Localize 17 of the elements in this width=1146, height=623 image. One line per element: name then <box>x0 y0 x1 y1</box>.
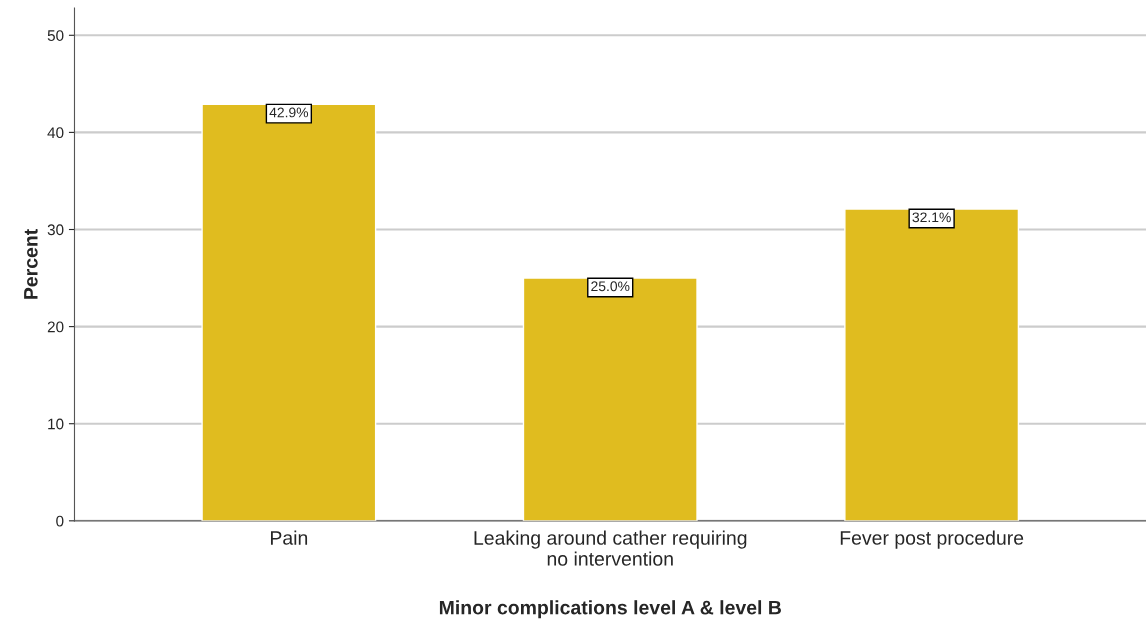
data-label: 42.9% <box>269 107 309 118</box>
y-axis-title: Percent <box>24 229 38 299</box>
y-tick-label: 50 <box>47 30 64 41</box>
bar <box>844 208 1020 521</box>
bar <box>201 103 377 521</box>
y-tick-label: 30 <box>47 224 64 236</box>
x-tick-label: Fever post procedure <box>840 530 1024 549</box>
bar <box>522 277 698 521</box>
data-label: 25.0% <box>591 281 630 292</box>
x-tick-label: Leaking around cather requiring no intervention <box>474 530 747 566</box>
data-label: 32.1% <box>912 212 951 223</box>
y-tick-label: 0 <box>56 515 64 527</box>
x-tick-label: Pain <box>270 530 308 545</box>
y-tick-label: 10 <box>48 418 64 430</box>
y-tick-label: 20 <box>47 321 64 333</box>
y-tick-label: 40 <box>47 127 64 139</box>
x-axis-title: Minor complications level A & level B <box>439 600 781 619</box>
